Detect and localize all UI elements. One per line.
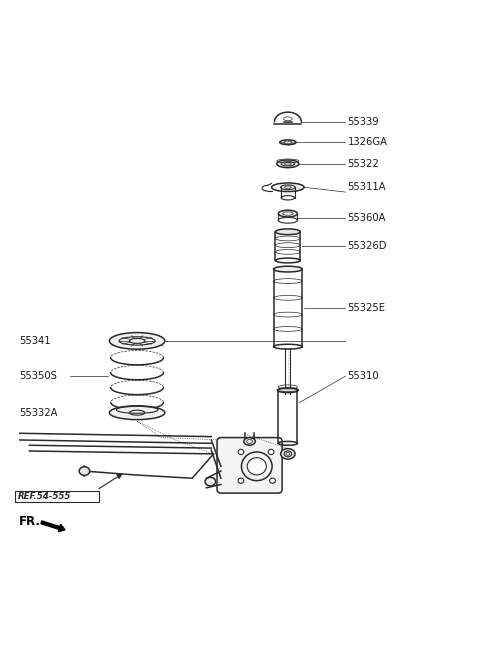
Text: 55332A: 55332A [19, 407, 58, 418]
Text: 55310: 55310 [348, 371, 379, 381]
Ellipse shape [272, 183, 304, 191]
Text: 55339: 55339 [348, 117, 379, 126]
Ellipse shape [268, 449, 274, 455]
Ellipse shape [270, 478, 276, 483]
Text: 55322: 55322 [348, 159, 379, 169]
Ellipse shape [247, 458, 266, 475]
Text: 1326GA: 1326GA [348, 138, 388, 147]
Ellipse shape [109, 333, 165, 349]
Text: 55350S: 55350S [19, 371, 57, 381]
Ellipse shape [109, 405, 165, 420]
Ellipse shape [241, 452, 272, 481]
Ellipse shape [277, 160, 299, 168]
Ellipse shape [205, 477, 216, 486]
Ellipse shape [281, 449, 295, 459]
Ellipse shape [79, 467, 90, 476]
Ellipse shape [274, 266, 302, 272]
Text: 55325E: 55325E [348, 303, 386, 313]
Ellipse shape [276, 229, 300, 234]
Text: 55360A: 55360A [348, 214, 386, 223]
Text: 55341: 55341 [19, 336, 50, 346]
Ellipse shape [244, 438, 255, 445]
FancyArrow shape [41, 521, 65, 532]
Text: FR.: FR. [19, 515, 41, 528]
Text: REF.54-555: REF.54-555 [17, 492, 71, 501]
Ellipse shape [277, 388, 299, 392]
FancyBboxPatch shape [15, 491, 99, 502]
Text: 55326D: 55326D [348, 241, 387, 251]
Ellipse shape [278, 210, 298, 217]
FancyBboxPatch shape [217, 438, 282, 493]
Text: 55311A: 55311A [348, 182, 386, 193]
Ellipse shape [238, 449, 244, 455]
Ellipse shape [238, 478, 244, 483]
